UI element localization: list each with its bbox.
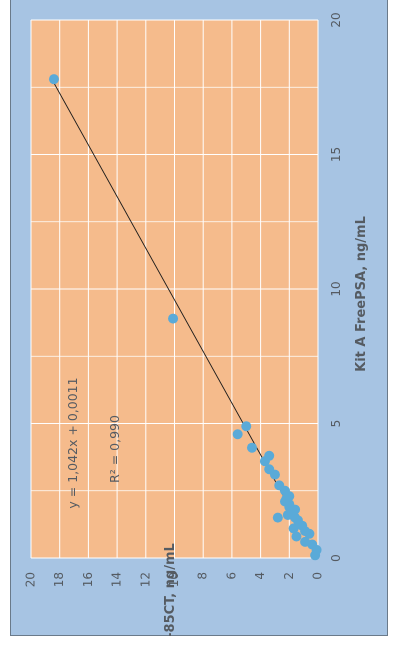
data-point bbox=[241, 421, 252, 432]
data-point bbox=[274, 480, 285, 491]
x-tick-label: 0 bbox=[329, 554, 343, 562]
y-tick-labels: 0 2 4 6 8 10 12 14 16 18 20 bbox=[24, 572, 325, 587]
trendline-equation: y = 1,042x + 0,0011 bbox=[65, 377, 80, 508]
y-tick-label: 10 bbox=[167, 572, 181, 587]
data-points bbox=[48, 74, 322, 561]
data-point bbox=[48, 74, 59, 85]
data-point bbox=[264, 464, 275, 475]
data-point bbox=[291, 531, 302, 542]
y-tick-label: 0 bbox=[311, 572, 325, 580]
data-point bbox=[288, 523, 299, 534]
data-point bbox=[168, 313, 179, 324]
y-tick-label: 4 bbox=[253, 572, 267, 580]
x-tick-label: 15 bbox=[329, 147, 343, 162]
r-squared-label: R² = 0,990 bbox=[107, 415, 122, 483]
x-tick-labels: 0 5 10 15 20 bbox=[329, 12, 343, 561]
x-tick-label: 10 bbox=[329, 281, 343, 296]
x-axis-label: Kit A FreePSA, ng/mL bbox=[354, 216, 369, 372]
y-tick-label: 20 bbox=[24, 572, 38, 587]
data-point bbox=[246, 442, 257, 453]
gridlines bbox=[30, 19, 319, 559]
y-axis-label: RK-85CT, ng/mL bbox=[163, 543, 178, 636]
x-tick-label: 20 bbox=[329, 12, 343, 27]
scatter-chart: 0 5 10 15 20 0 2 4 6 8 10 12 14 16 18 20 y = 1,042x + … bbox=[24, 12, 370, 650]
x-tick-label: 5 bbox=[329, 420, 343, 428]
data-point bbox=[232, 429, 243, 440]
y-tick-label: 12 bbox=[138, 572, 152, 587]
data-point bbox=[282, 509, 293, 520]
y-tick-label: 16 bbox=[81, 572, 95, 587]
data-point bbox=[300, 536, 311, 547]
y-tick-label: 6 bbox=[224, 572, 238, 580]
data-point bbox=[272, 512, 283, 523]
y-tick-label: 8 bbox=[196, 572, 210, 580]
chart-frame: 0 5 10 15 20 0 2 4 6 8 10 12 14 16 18 20 y = 1,042x + … bbox=[10, 0, 388, 650]
data-point bbox=[264, 450, 275, 461]
y-tick-label: 2 bbox=[282, 572, 296, 580]
y-tick-label: 18 bbox=[52, 572, 66, 587]
y-tick-label: 14 bbox=[110, 572, 124, 587]
